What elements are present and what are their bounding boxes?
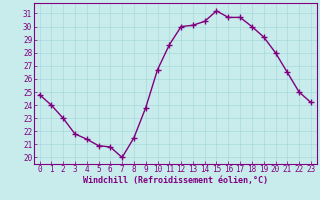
X-axis label: Windchill (Refroidissement éolien,°C): Windchill (Refroidissement éolien,°C) bbox=[83, 176, 268, 185]
